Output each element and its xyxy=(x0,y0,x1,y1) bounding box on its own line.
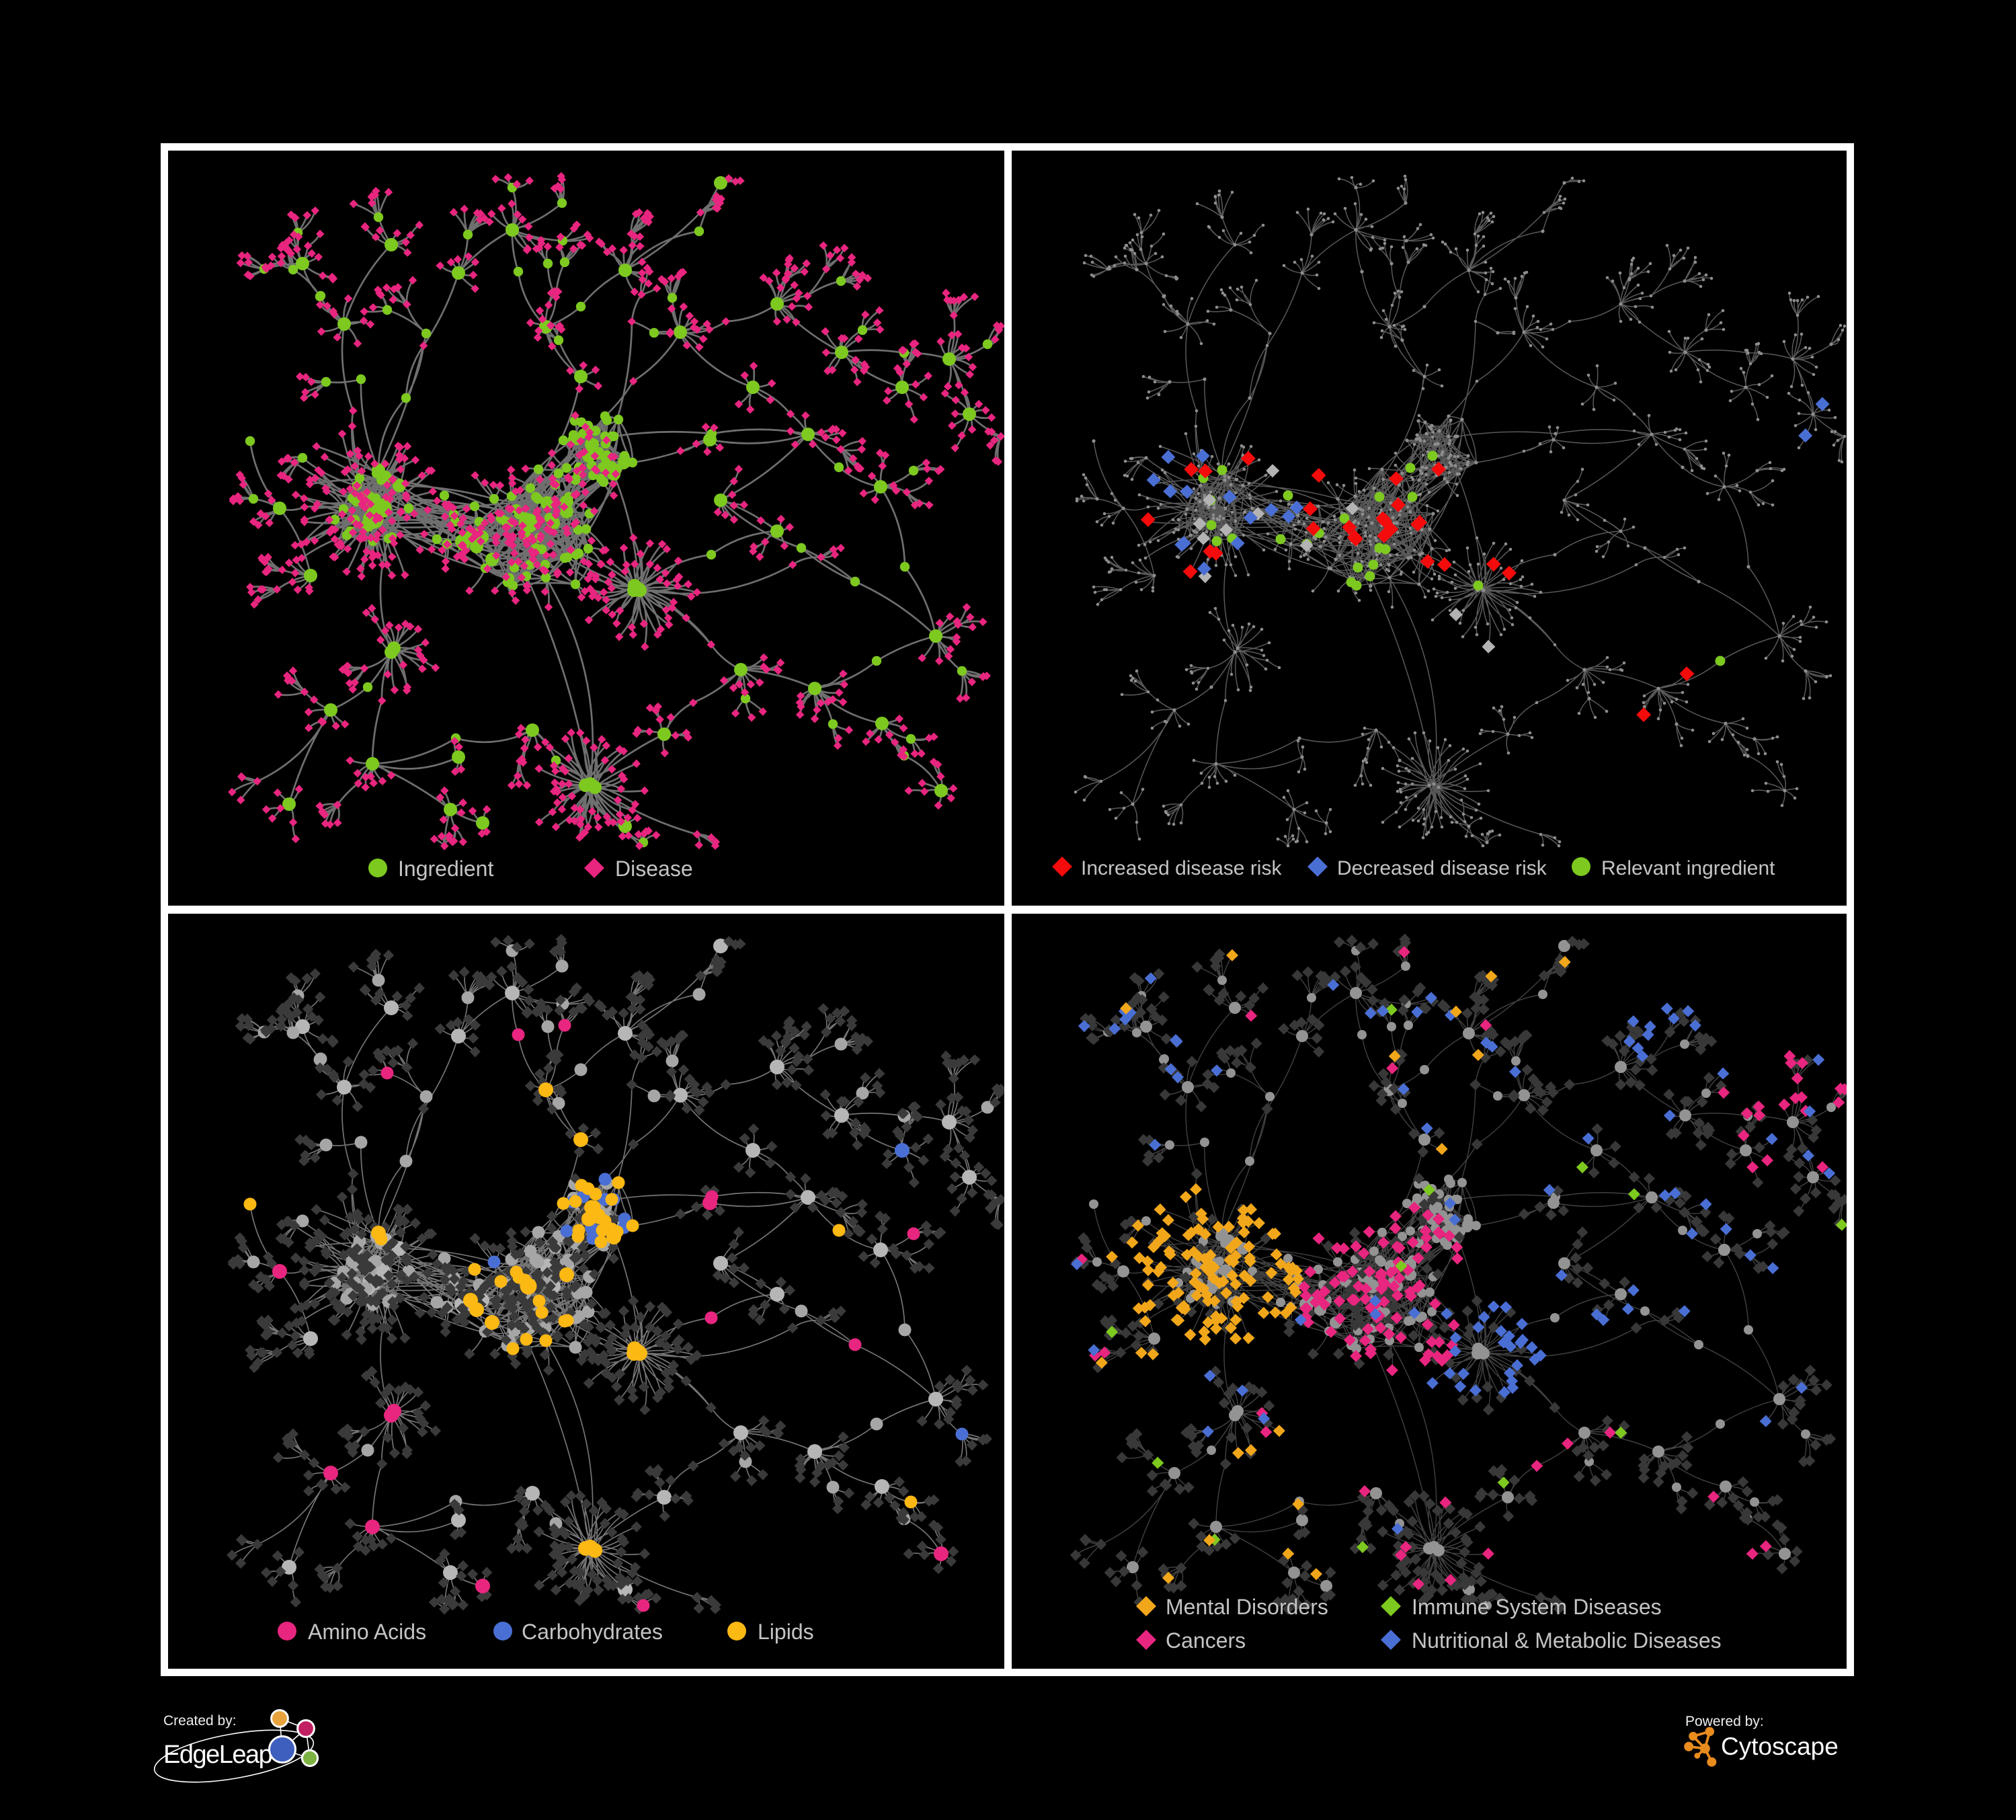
svg-text:Nutritional & Metabolic Diseas: Nutritional & Metabolic Diseases xyxy=(1412,1628,1722,1653)
svg-text:Relevant ingredient: Relevant ingredient xyxy=(1601,857,1775,879)
svg-text:EdgeLeap: EdgeLeap xyxy=(163,1741,272,1769)
svg-text:Powered by:: Powered by: xyxy=(1685,1714,1764,1729)
svg-text:Carbohydrates: Carbohydrates xyxy=(522,1620,663,1644)
svg-text:Mental Disorders: Mental Disorders xyxy=(1166,1595,1328,1619)
svg-text:Created by:: Created by: xyxy=(163,1713,237,1729)
svg-text:Increased disease risk: Increased disease risk xyxy=(1081,857,1282,879)
svg-text:Disease: Disease xyxy=(615,857,693,881)
svg-text:Cytoscape: Cytoscape xyxy=(1721,1733,1839,1760)
svg-text:Cancers: Cancers xyxy=(1166,1628,1246,1653)
svg-text:Immune System Diseases: Immune System Diseases xyxy=(1412,1595,1662,1619)
svg-text:Lipids: Lipids xyxy=(758,1620,814,1644)
svg-text:Ingredient: Ingredient xyxy=(398,857,493,881)
svg-text:Amino Acids: Amino Acids xyxy=(308,1620,426,1644)
svg-text:Decreased disease risk: Decreased disease risk xyxy=(1337,857,1547,879)
